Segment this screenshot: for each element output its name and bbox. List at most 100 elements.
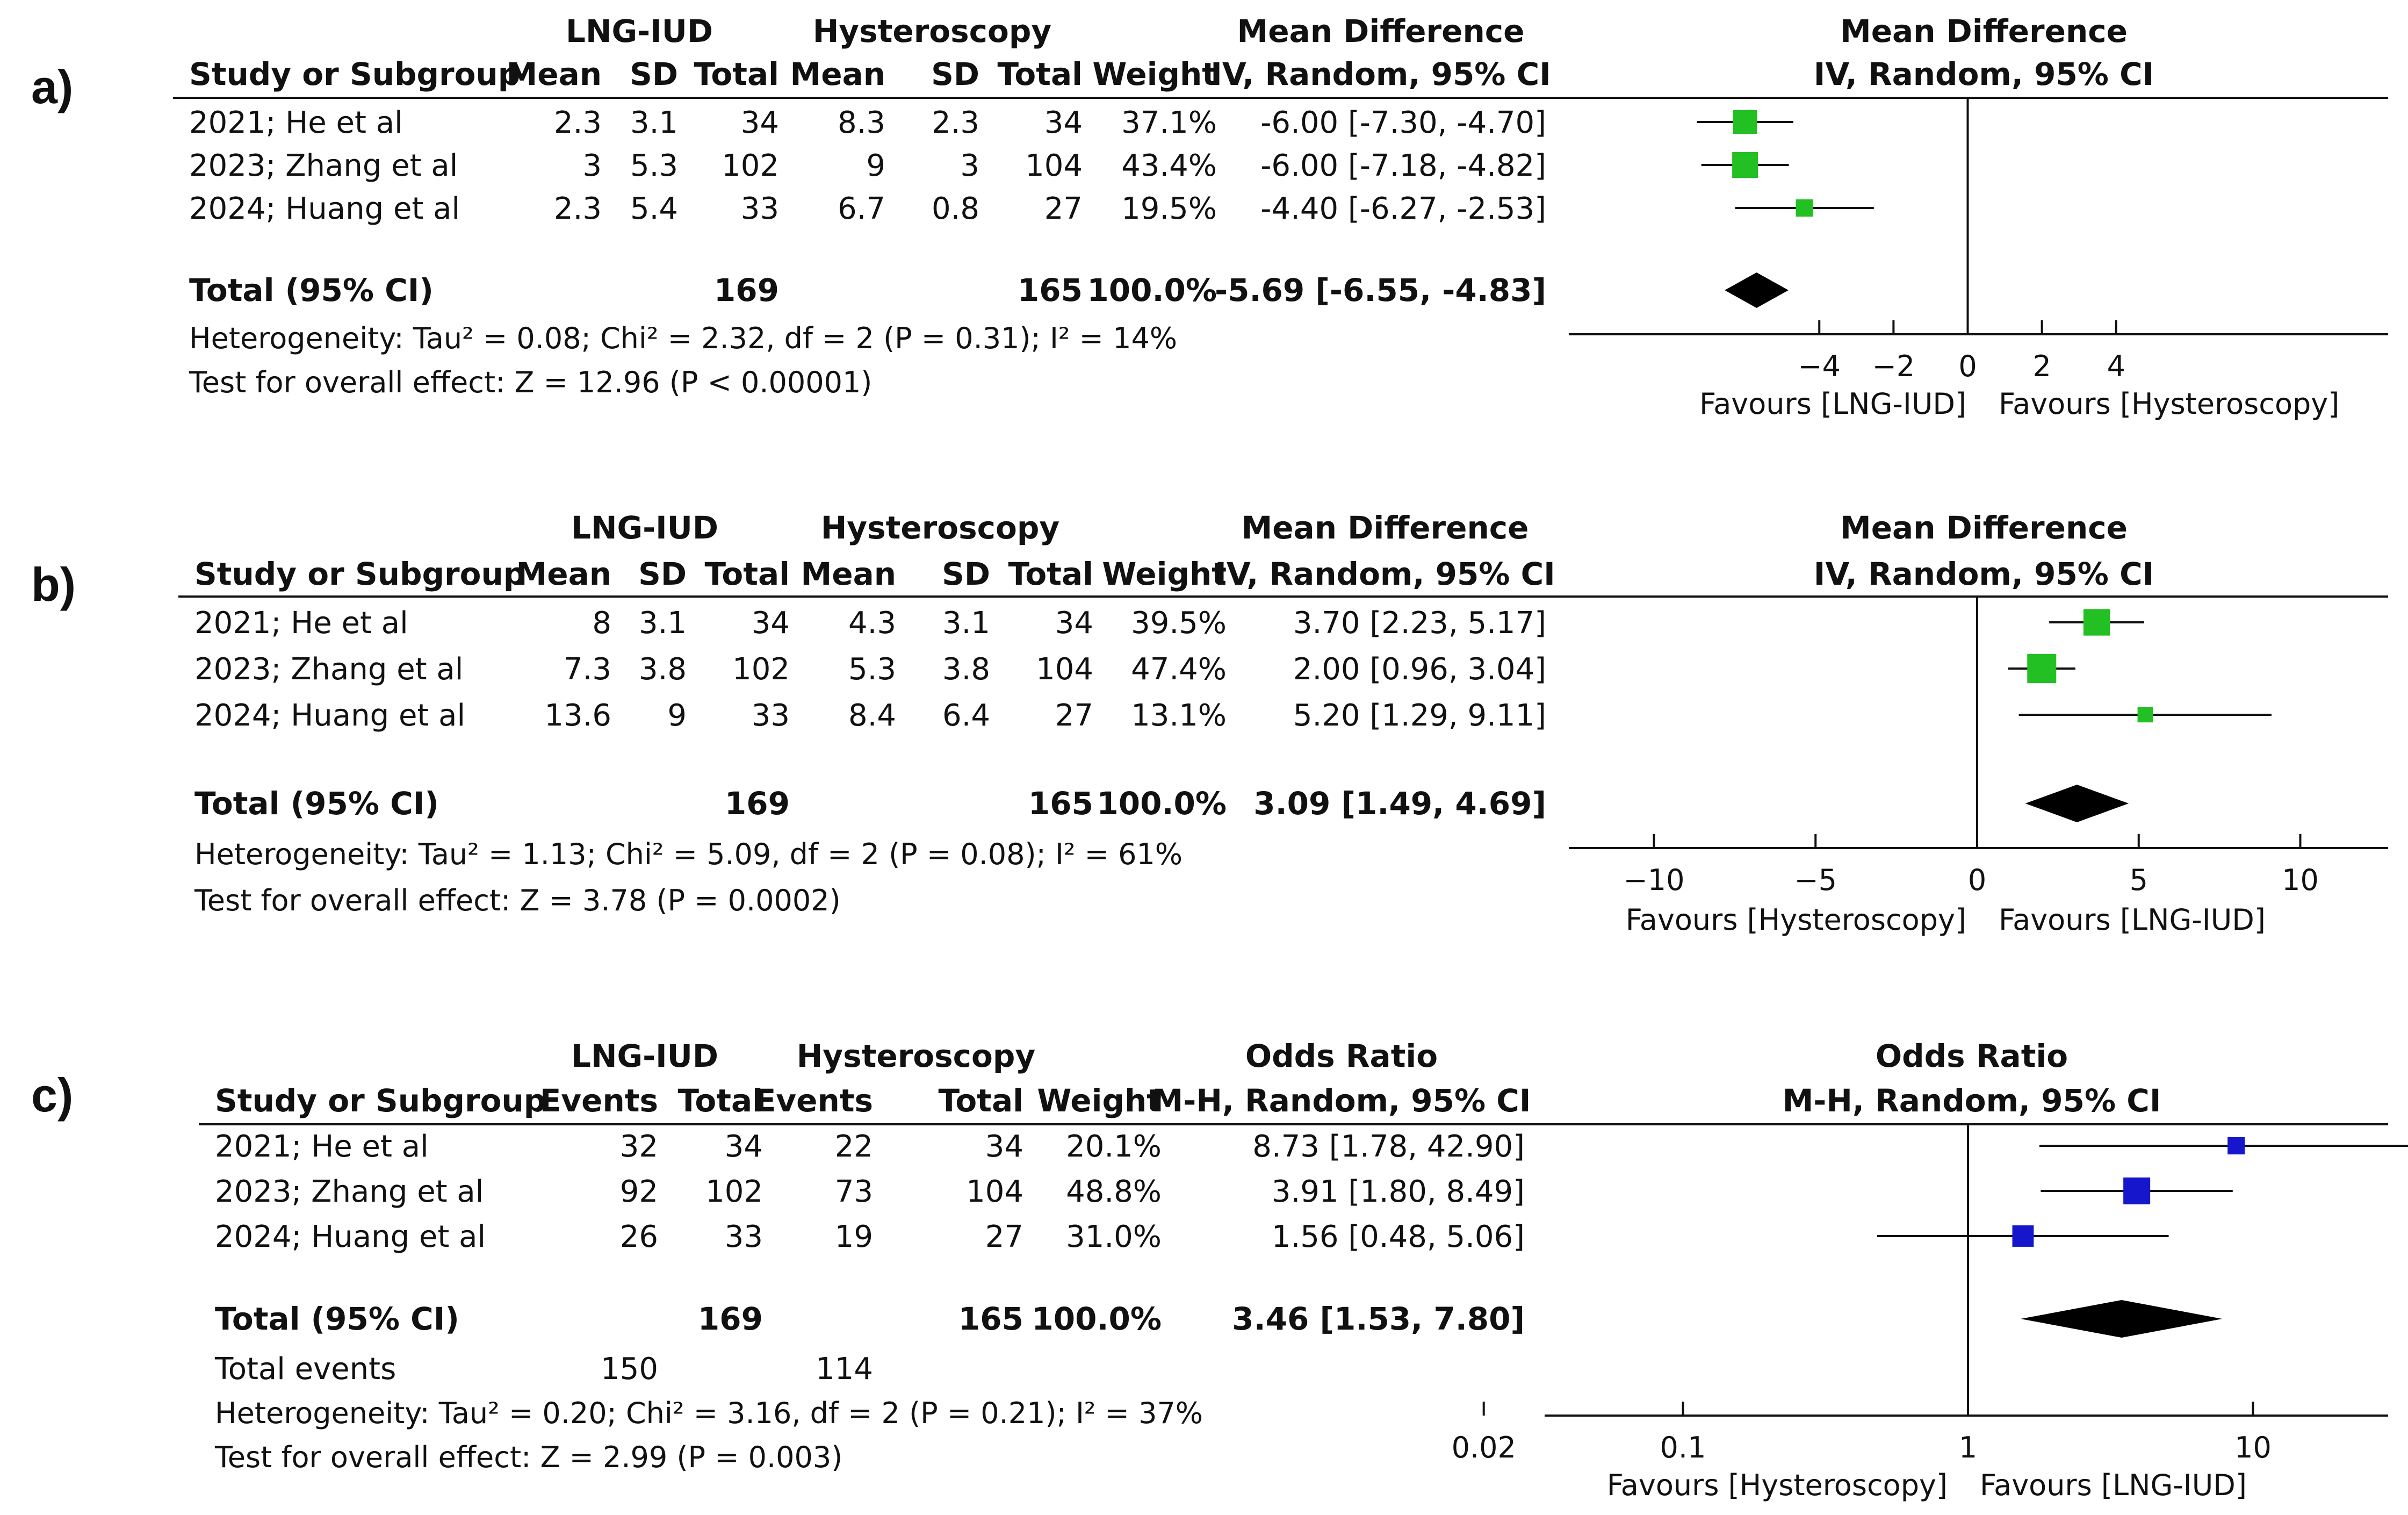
study-marker xyxy=(1732,152,1758,178)
effect-column-method: IV, Random, 95% CI xyxy=(1210,56,1551,92)
overall-effect-text: Test for overall effect: Z = 12.96 (P < … xyxy=(189,365,872,399)
total-cell: 100.0% xyxy=(1087,272,1217,308)
study-cell: 37.1% xyxy=(1121,105,1217,140)
column-header: Total xyxy=(705,556,790,592)
x-tick-label: 2 xyxy=(2032,349,2051,383)
study-marker xyxy=(2012,1225,2034,1247)
pooled-diamond xyxy=(2025,785,2129,822)
study-cell: 20.1% xyxy=(1066,1129,1162,1164)
x-tick-label: −2 xyxy=(1872,349,1915,383)
total-events-hysteroscopy: 114 xyxy=(816,1352,873,1387)
group-header-lng-iud: LNG-IUD xyxy=(566,13,713,49)
study-effect-ci: 3.91 [1.80, 8.49] xyxy=(1272,1174,1525,1209)
study-cell: 43.4% xyxy=(1121,148,1217,183)
study-cell: 4.3 xyxy=(848,606,896,641)
plot-method: IV, Random, 95% CI xyxy=(1814,56,2154,92)
column-header: Events xyxy=(540,1082,658,1119)
study-name: 2023; Zhang et al xyxy=(215,1174,484,1209)
study-column-header: Study or Subgroup xyxy=(215,1082,546,1119)
study-cell: 34 xyxy=(1055,606,1093,641)
effect-column-title: Mean Difference xyxy=(1242,509,1529,546)
plot-title: Odds Ratio xyxy=(1876,1038,2068,1074)
study-cell: 6.7 xyxy=(838,191,885,226)
study-cell: 33 xyxy=(725,1219,763,1254)
total-cell: 169 xyxy=(714,272,779,308)
plot-title: Mean Difference xyxy=(1840,509,2128,546)
study-cell: 8.4 xyxy=(848,698,896,733)
study-cell: 13.1% xyxy=(1131,698,1227,733)
total-effect-ci: -5.69 [-6.55, -4.83] xyxy=(1215,272,1546,308)
favours-left-label: Favours [Hysteroscopy] xyxy=(1626,903,1966,937)
study-cell: 33 xyxy=(741,191,779,226)
study-cell: 22 xyxy=(835,1129,873,1164)
study-cell: 3 xyxy=(960,148,979,183)
column-header: SD xyxy=(931,56,979,92)
column-header: SD xyxy=(942,556,990,592)
total-cell: 100.0% xyxy=(1097,785,1227,822)
column-header: Weight xyxy=(1102,556,1227,592)
group-header-hysteroscopy: Hysteroscopy xyxy=(813,13,1051,49)
x-tick-label: 10 xyxy=(2282,863,2319,897)
study-cell: 19.5% xyxy=(1121,191,1217,226)
total-cell: 100.0% xyxy=(1032,1301,1162,1337)
study-cell: 2.3 xyxy=(932,105,979,140)
total-label: Total (95% CI) xyxy=(189,272,434,308)
study-cell: 27 xyxy=(985,1219,1023,1254)
study-marker xyxy=(2227,1137,2245,1155)
study-cell: 8.3 xyxy=(838,105,885,140)
favours-right-label: Favours [Hysteroscopy] xyxy=(1999,387,2339,421)
study-cell: 32 xyxy=(620,1129,658,1164)
study-name: 2024; Huang et al xyxy=(189,191,460,226)
study-effect-ci: -6.00 [-7.18, -4.82] xyxy=(1260,148,1546,183)
study-cell: 102 xyxy=(705,1174,763,1209)
x-tick-label: −4 xyxy=(1798,349,1841,383)
pooled-diamond xyxy=(2020,1300,2223,1338)
effect-column-title: Mean Difference xyxy=(1237,13,1525,49)
heterogeneity-text: Heterogeneity: Tau² = 0.20; Chi² = 3.16,… xyxy=(215,1396,1203,1430)
study-cell: 34 xyxy=(1044,105,1083,140)
column-header: Total xyxy=(998,56,1083,92)
x-tick-label: 0.1 xyxy=(1660,1431,1706,1464)
study-marker xyxy=(2137,707,2153,723)
x-tick-label: 4 xyxy=(2107,349,2125,383)
study-cell: 5.4 xyxy=(630,191,678,226)
favours-right-label: Favours [LNG-IUD] xyxy=(1980,1468,2247,1502)
study-marker xyxy=(2027,654,2057,683)
study-cell: 7.3 xyxy=(564,652,611,687)
study-cell: 104 xyxy=(966,1174,1023,1209)
study-name: 2021; He et al xyxy=(189,105,403,140)
x-tick-label: 5 xyxy=(2130,863,2148,897)
total-cell: 169 xyxy=(698,1301,763,1337)
study-cell: 6.4 xyxy=(942,698,990,733)
study-cell: 9 xyxy=(866,148,885,183)
study-cell: 34 xyxy=(741,105,779,140)
study-cell: 31.0% xyxy=(1066,1219,1162,1254)
study-cell: 3.8 xyxy=(942,652,990,687)
study-effect-ci: 2.00 [0.96, 3.04] xyxy=(1293,652,1546,687)
x-tick-label: 10 xyxy=(2234,1431,2272,1464)
total-cell: 165 xyxy=(958,1301,1023,1337)
study-cell: 5.3 xyxy=(630,148,678,183)
favours-left-label: Favours [Hysteroscopy] xyxy=(1607,1468,1948,1502)
study-column-header: Study or Subgroup xyxy=(194,556,525,592)
column-header: Total xyxy=(1008,556,1093,592)
total-cell: 165 xyxy=(1028,785,1093,822)
study-marker xyxy=(1733,110,1757,134)
study-cell: 34 xyxy=(985,1129,1023,1164)
study-name: 2023; Zhang et al xyxy=(194,652,463,687)
x-tick-label: 0.02 xyxy=(1452,1431,1516,1464)
study-cell: 47.4% xyxy=(1131,652,1227,687)
study-name: 2021; He et al xyxy=(215,1129,429,1164)
study-effect-ci: 8.73 [1.78, 42.90] xyxy=(1252,1129,1525,1164)
study-cell: 102 xyxy=(722,148,779,183)
plot-method: IV, Random, 95% CI xyxy=(1814,556,2154,592)
x-tick-label: 0 xyxy=(1958,349,1977,383)
study-cell: 33 xyxy=(752,698,790,733)
overall-effect-text: Test for overall effect: Z = 2.99 (P = 0… xyxy=(214,1440,842,1474)
x-tick-label: 1 xyxy=(1959,1431,1977,1464)
heterogeneity-text: Heterogeneity: Tau² = 1.13; Chi² = 5.09,… xyxy=(194,837,1183,871)
column-header: Mean xyxy=(507,56,602,92)
study-marker xyxy=(2123,1177,2151,1204)
